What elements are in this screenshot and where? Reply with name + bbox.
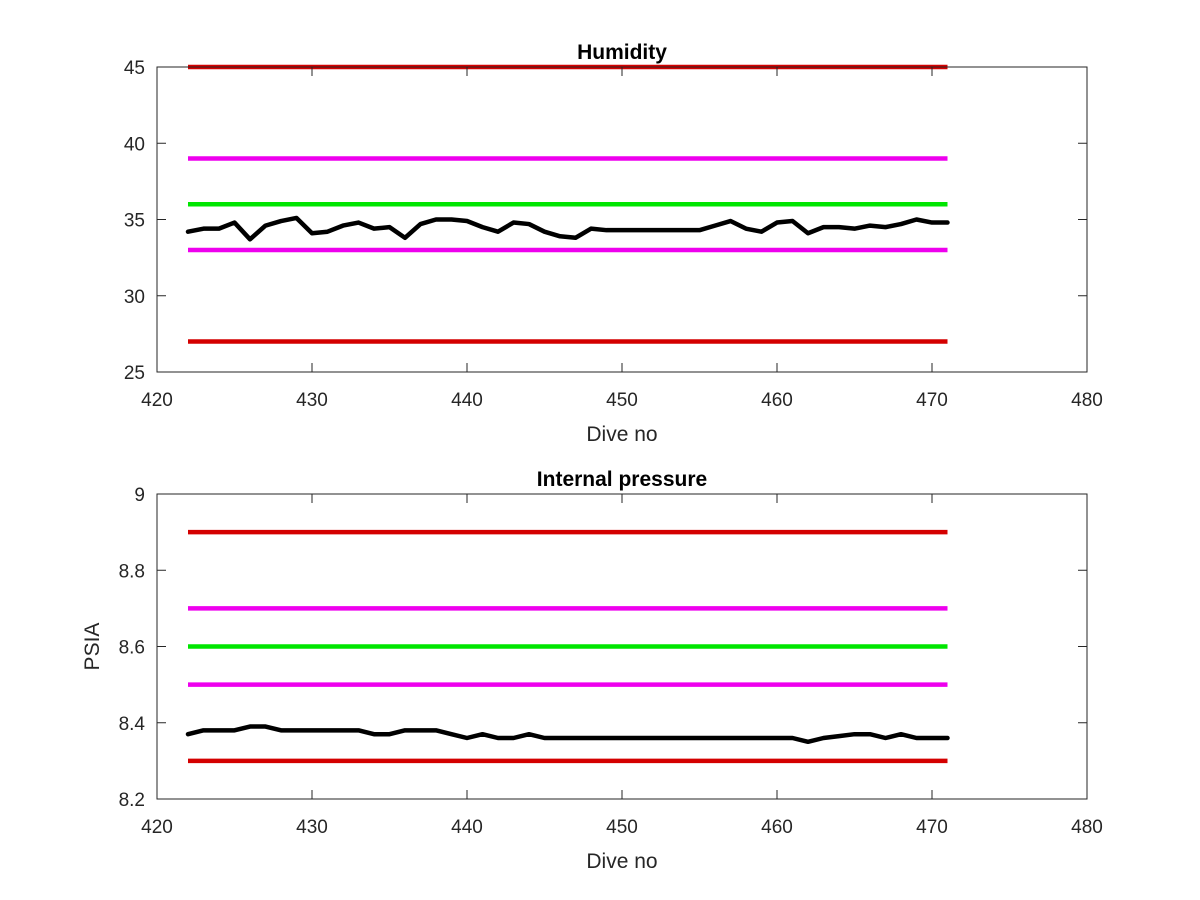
y-tick-label: 40 <box>124 134 145 155</box>
x-tick-label: 440 <box>451 817 483 838</box>
x-tick-label: 480 <box>1071 817 1103 838</box>
y-tick-label: 8.8 <box>119 561 145 582</box>
x-axis-label: Dive no <box>586 850 657 873</box>
y-tick-label: 8.2 <box>119 790 145 811</box>
series-line-0 <box>185 215 950 242</box>
x-tick-label: 470 <box>916 390 948 411</box>
x-tick-label: 430 <box>296 390 328 411</box>
chart-title: Humidity <box>577 41 667 64</box>
y-tick-label: 25 <box>124 363 145 384</box>
x-tick-label: 420 <box>141 390 173 411</box>
humidity-subplot: 420 430 440 450 460 470 480 25 30 35 40 45 Humidity D… <box>124 41 1103 446</box>
x-tick-label: 470 <box>916 817 948 838</box>
y-tick-label: 35 <box>124 211 145 232</box>
y-tick-label: 9 <box>134 485 145 506</box>
y-axis-label: PSIA <box>81 623 104 671</box>
x-tick-label: 460 <box>761 817 793 838</box>
x-axis-label: Dive no <box>586 423 657 446</box>
y-tick-label: 30 <box>124 287 145 308</box>
x-tick-label: 440 <box>451 390 483 411</box>
series-line-0 <box>185 724 950 745</box>
x-tick-label: 450 <box>606 390 638 411</box>
x-tick-label: 460 <box>761 390 793 411</box>
x-tick-label: 430 <box>296 817 328 838</box>
chart-title: Internal pressure <box>537 468 707 491</box>
internal-pressure-subplot: 420 430 440 450 460 470 480 8.2 8.4 8.6 8.8 9 Intern… <box>81 468 1103 873</box>
x-tick-label: 420 <box>141 817 173 838</box>
y-tick-label: 8.4 <box>119 714 146 735</box>
y-tick-label: 45 <box>124 58 145 79</box>
x-tick-label: 450 <box>606 817 638 838</box>
x-tick-label: 480 <box>1071 390 1103 411</box>
y-tick-label: 8.6 <box>119 638 145 659</box>
